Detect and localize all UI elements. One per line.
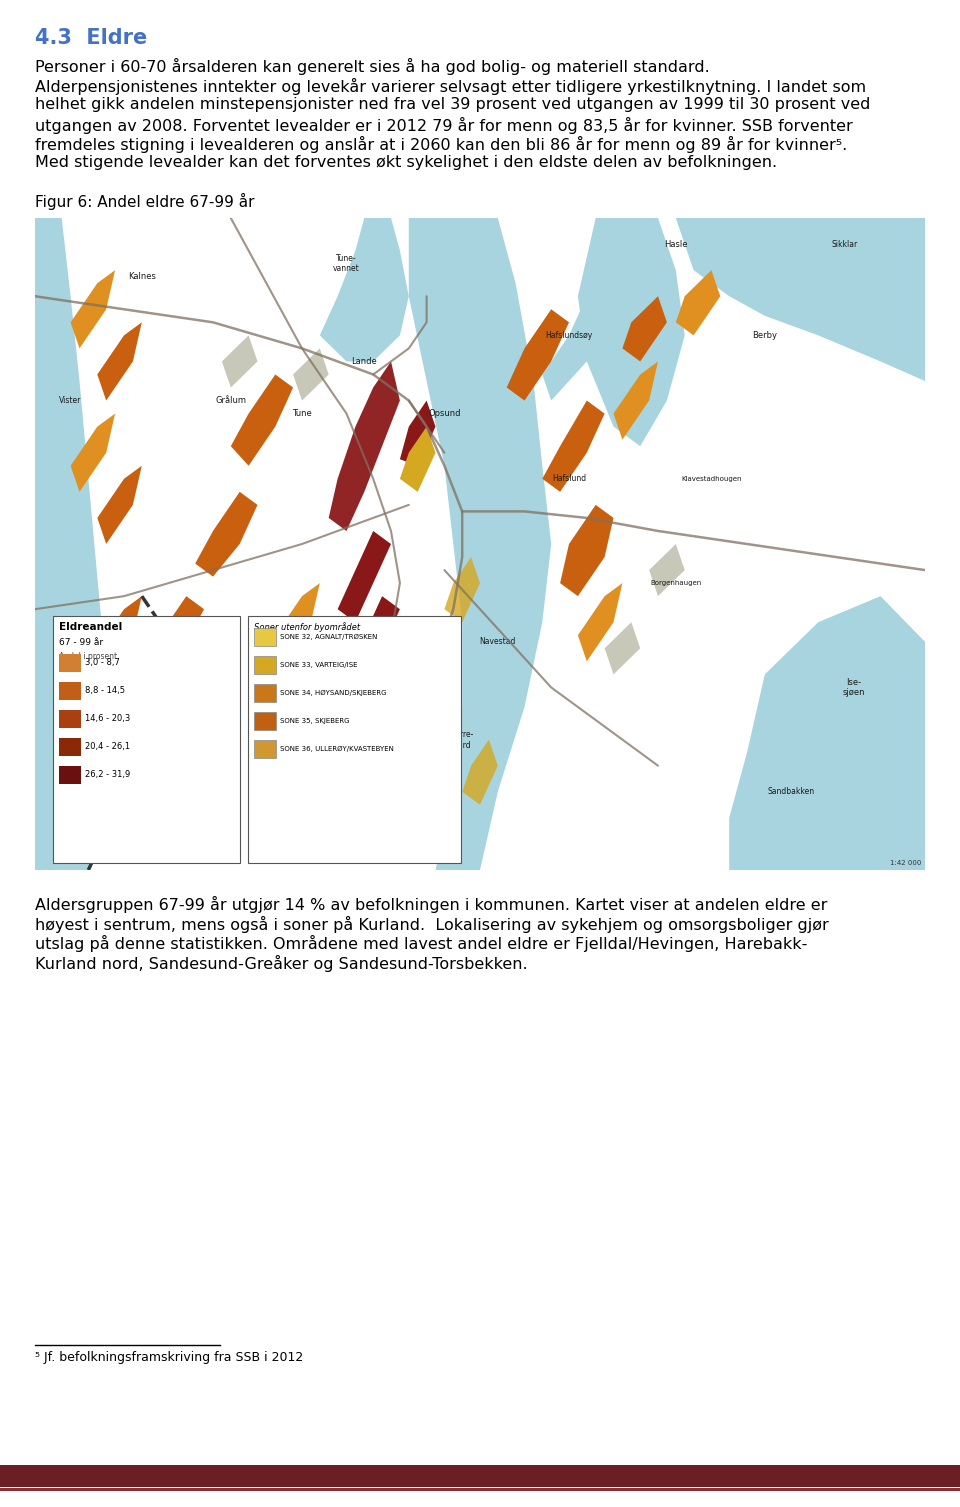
Text: Figur 6: Andel eldre 67-99 år: Figur 6: Andel eldre 67-99 år <box>35 193 254 209</box>
Bar <box>0 1465 960 1487</box>
Text: Hasle: Hasle <box>664 240 687 249</box>
Text: Kurland nord, Sandesund-Greåker og Sandesund-Torsbekken.: Kurland nord, Sandesund-Greåker og Sande… <box>35 954 528 972</box>
Polygon shape <box>730 597 925 870</box>
Text: Hafslund: Hafslund <box>552 475 586 484</box>
Polygon shape <box>35 219 107 870</box>
Polygon shape <box>71 413 115 491</box>
Bar <box>59 654 81 672</box>
Bar <box>253 711 276 729</box>
Text: Opsund: Opsund <box>428 408 461 417</box>
Polygon shape <box>444 558 480 622</box>
Text: SONE 32, AGNALT/TRØSKEN: SONE 32, AGNALT/TRØSKEN <box>279 633 377 640</box>
Bar <box>59 738 81 755</box>
Text: 8,8 - 14,5: 8,8 - 14,5 <box>84 686 125 695</box>
Text: Aldersgruppen 67-99 år utgjør 14 % av befolkningen i kommunen. Kartet viser at a: Aldersgruppen 67-99 år utgjør 14 % av be… <box>35 897 828 913</box>
Text: utslag på denne statistikken. Områdene med lavest andel eldre er Fjelldal/Heving: utslag på denne statistikken. Områdene m… <box>35 934 807 952</box>
Polygon shape <box>328 362 400 530</box>
Polygon shape <box>222 336 257 387</box>
Polygon shape <box>507 309 569 401</box>
Polygon shape <box>400 401 436 466</box>
Polygon shape <box>542 401 605 491</box>
Text: 20,4 - 26,1: 20,4 - 26,1 <box>84 743 130 750</box>
Text: SONE 35, SKJEBERG: SONE 35, SKJEBERG <box>279 717 349 723</box>
Text: Grålum: Grålum <box>215 396 247 405</box>
Polygon shape <box>676 270 720 336</box>
Bar <box>253 656 276 674</box>
Bar <box>0 1487 960 1490</box>
Text: Sikklar: Sikklar <box>831 240 858 249</box>
Text: helhet gikk andelen minstepensjonister ned fra vel 39 prosent ved utgangen av 19: helhet gikk andelen minstepensjonister n… <box>35 96 871 112</box>
Bar <box>59 766 81 784</box>
Polygon shape <box>142 597 204 675</box>
Text: Ise-
sjøen: Ise- sjøen <box>843 678 865 698</box>
Text: Tune: Tune <box>292 408 312 417</box>
Polygon shape <box>230 374 293 466</box>
Text: Eldreandel: Eldreandel <box>59 622 122 631</box>
Text: Med stigende levealder kan det forventes økt sykelighet i den eldste delen av be: Med stigende levealder kan det forventes… <box>35 155 778 170</box>
Polygon shape <box>400 426 436 491</box>
Text: 67 - 99 år: 67 - 99 år <box>59 637 103 647</box>
Text: Navestad: Navestad <box>480 637 516 647</box>
Text: ⁵ Jf. befolkningsframskriving fra SSB i 2012: ⁵ Jf. befolkningsframskriving fra SSB i … <box>35 1350 303 1364</box>
Polygon shape <box>347 597 400 687</box>
Text: SONE 33, VARTEIG/ISE: SONE 33, VARTEIG/ISE <box>279 662 357 668</box>
Text: utgangen av 2008. Forventet levealder er i 2012 79 år for menn og 83,5 år for kv: utgangen av 2008. Forventet levealder er… <box>35 116 852 134</box>
Bar <box>253 628 276 645</box>
Text: SONE 34, HØYSAND/SKJEBERG: SONE 34, HØYSAND/SKJEBERG <box>279 690 386 696</box>
Text: Berby: Berby <box>753 332 778 341</box>
Text: 3,0 - 8,7: 3,0 - 8,7 <box>84 659 120 668</box>
Text: Klavestadhougen: Klavestadhougen <box>682 476 742 482</box>
Text: Vister: Vister <box>60 396 82 405</box>
Polygon shape <box>605 622 640 675</box>
Bar <box>59 710 81 728</box>
Text: Sandbakken: Sandbakken <box>768 787 815 796</box>
Polygon shape <box>71 270 115 348</box>
Text: Lande: Lande <box>351 357 377 366</box>
Polygon shape <box>293 348 328 401</box>
Bar <box>253 684 276 702</box>
Polygon shape <box>320 219 409 362</box>
Text: Borgenhaugen: Borgenhaugen <box>650 580 702 586</box>
Polygon shape <box>542 297 605 401</box>
Text: Andel i prosent: Andel i prosent <box>59 651 117 660</box>
Text: Børre-
gård: Børre- gård <box>450 729 474 750</box>
Polygon shape <box>97 597 142 675</box>
Polygon shape <box>676 219 925 381</box>
Polygon shape <box>195 491 257 577</box>
Text: Tune-
vannet: Tune- vannet <box>333 255 360 273</box>
Polygon shape <box>649 544 684 597</box>
Text: Hannestad: Hannestad <box>192 747 234 757</box>
Text: 14,6 - 20,3: 14,6 - 20,3 <box>84 714 130 723</box>
Polygon shape <box>347 740 391 818</box>
Polygon shape <box>338 530 391 622</box>
Polygon shape <box>622 297 667 362</box>
Text: fremdeles stigning i levealderen og anslår at i 2060 kan den bli 86 år for menn : fremdeles stigning i levealderen og ansl… <box>35 136 848 154</box>
Text: Soner utenfor byområdet: Soner utenfor byområdet <box>253 622 360 631</box>
Bar <box>59 681 81 699</box>
Polygon shape <box>578 219 684 446</box>
Text: høyest i sentrum, mens også i soner på Kurland.  Lokalisering av sykehjem og oms: høyest i sentrum, mens også i soner på K… <box>35 915 828 933</box>
FancyBboxPatch shape <box>248 616 462 864</box>
Polygon shape <box>97 322 142 401</box>
Polygon shape <box>276 583 320 662</box>
Polygon shape <box>462 740 498 805</box>
Text: Side 14: Side 14 <box>878 1469 930 1483</box>
Polygon shape <box>409 219 551 870</box>
FancyBboxPatch shape <box>53 616 240 864</box>
Text: 4.3  Eldre: 4.3 Eldre <box>35 29 147 48</box>
Text: Personer i 60-70 årsalderen kan generelt sies å ha god bolig- og materiell stand: Personer i 60-70 årsalderen kan generelt… <box>35 57 709 75</box>
Polygon shape <box>97 466 142 544</box>
Text: Alderpensjonistenes inntekter og levekår varierer selvsagt etter tidligere yrkes: Alderpensjonistenes inntekter og levekår… <box>35 77 866 95</box>
Text: Hafslundsøy: Hafslundsøy <box>545 332 592 341</box>
Bar <box>253 740 276 758</box>
Polygon shape <box>613 362 658 440</box>
Text: SONE 36, ULLERØY/KVASTEBYEN: SONE 36, ULLERØY/KVASTEBYEN <box>279 746 394 752</box>
Text: 1:42 000: 1:42 000 <box>890 860 921 867</box>
Polygon shape <box>560 505 613 597</box>
Text: Kalnes: Kalnes <box>128 273 156 282</box>
Polygon shape <box>355 675 400 752</box>
Polygon shape <box>293 662 338 740</box>
Text: 26,2 - 31,9: 26,2 - 31,9 <box>84 770 130 779</box>
Polygon shape <box>578 583 622 662</box>
